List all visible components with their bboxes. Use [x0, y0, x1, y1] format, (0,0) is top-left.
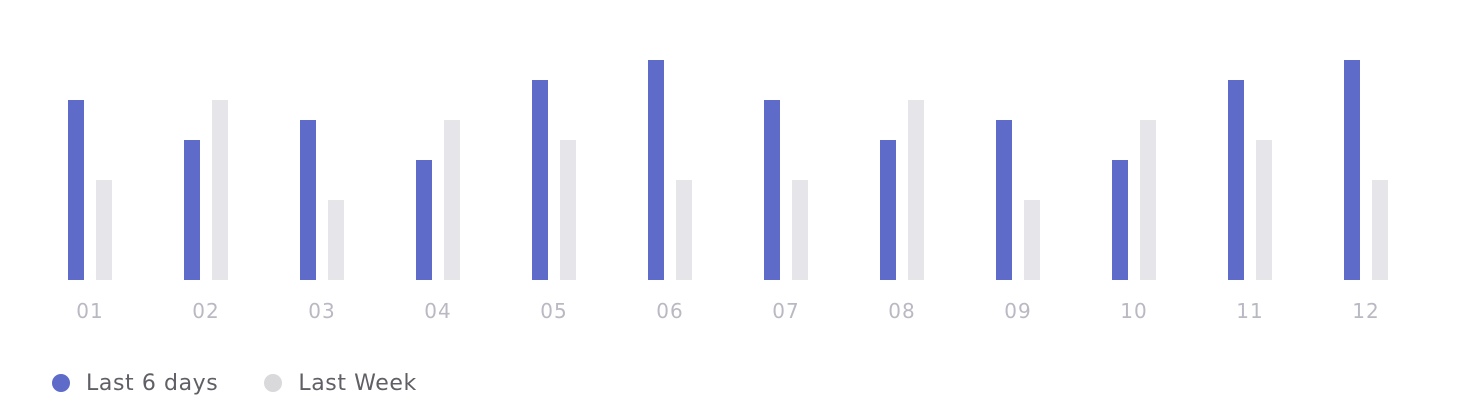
bar-last-6-days-11[interactable] [1228, 80, 1244, 280]
bar-last-week-02[interactable] [212, 100, 228, 280]
bar-chart: 01 02 03 04 05 06 07 08 09 10 11 12 [68, 60, 1388, 323]
x-tick-label-10: 10 [1120, 299, 1147, 323]
bar-last-week-06[interactable] [676, 180, 692, 280]
bars-group [68, 60, 1388, 280]
legend-item-last-week[interactable]: Last Week [264, 371, 417, 396]
bar-last-6-days-05[interactable] [532, 80, 548, 280]
chart-legend: Last 6 days Last Week [52, 366, 463, 400]
x-tick-labels: 01 02 03 04 05 06 07 08 09 10 11 12 [76, 299, 1379, 323]
legend-item-last-6-days[interactable]: Last 6 days [52, 371, 218, 396]
bar-last-6-days-12[interactable] [1344, 60, 1360, 280]
bar-last-6-days-06[interactable] [648, 60, 664, 280]
x-tick-label-04: 04 [424, 299, 451, 323]
bar-last-6-days-03[interactable] [300, 120, 316, 280]
bar-last-week-10[interactable] [1140, 120, 1156, 280]
bar-last-week-03[interactable] [328, 200, 344, 280]
bar-last-6-days-08[interactable] [880, 140, 896, 280]
bar-last-week-05[interactable] [560, 140, 576, 280]
x-tick-label-08: 08 [888, 299, 915, 323]
x-tick-label-12: 12 [1352, 299, 1379, 323]
legend-dot-last-week [264, 374, 283, 392]
legend-label-last-6-days: Last 6 days [86, 370, 219, 396]
bar-last-6-days-10[interactable] [1112, 160, 1128, 280]
bar-last-week-01[interactable] [96, 180, 112, 280]
bar-last-6-days-04[interactable] [416, 160, 432, 280]
bar-last-6-days-02[interactable] [184, 140, 200, 280]
bar-last-week-08[interactable] [908, 100, 924, 280]
x-tick-label-06: 06 [656, 299, 683, 323]
x-tick-label-07: 07 [772, 299, 799, 323]
bar-last-week-09[interactable] [1024, 200, 1040, 280]
bar-last-6-days-07[interactable] [764, 100, 780, 280]
bar-last-6-days-01[interactable] [68, 100, 84, 280]
x-tick-label-01: 01 [76, 299, 103, 323]
x-tick-label-05: 05 [540, 299, 567, 323]
bar-last-week-04[interactable] [444, 120, 460, 280]
legend-dot-last-6-days [52, 374, 70, 392]
x-tick-label-09: 09 [1004, 299, 1031, 323]
legend-label-last-week: Last Week [298, 370, 417, 396]
bar-last-6-days-09[interactable] [996, 120, 1012, 280]
bar-last-week-07[interactable] [792, 180, 808, 280]
bar-last-week-11[interactable] [1256, 140, 1272, 280]
x-tick-label-02: 02 [192, 299, 219, 323]
x-tick-label-03: 03 [308, 299, 335, 323]
x-tick-label-11: 11 [1236, 299, 1263, 323]
bar-last-week-12[interactable] [1372, 180, 1388, 280]
